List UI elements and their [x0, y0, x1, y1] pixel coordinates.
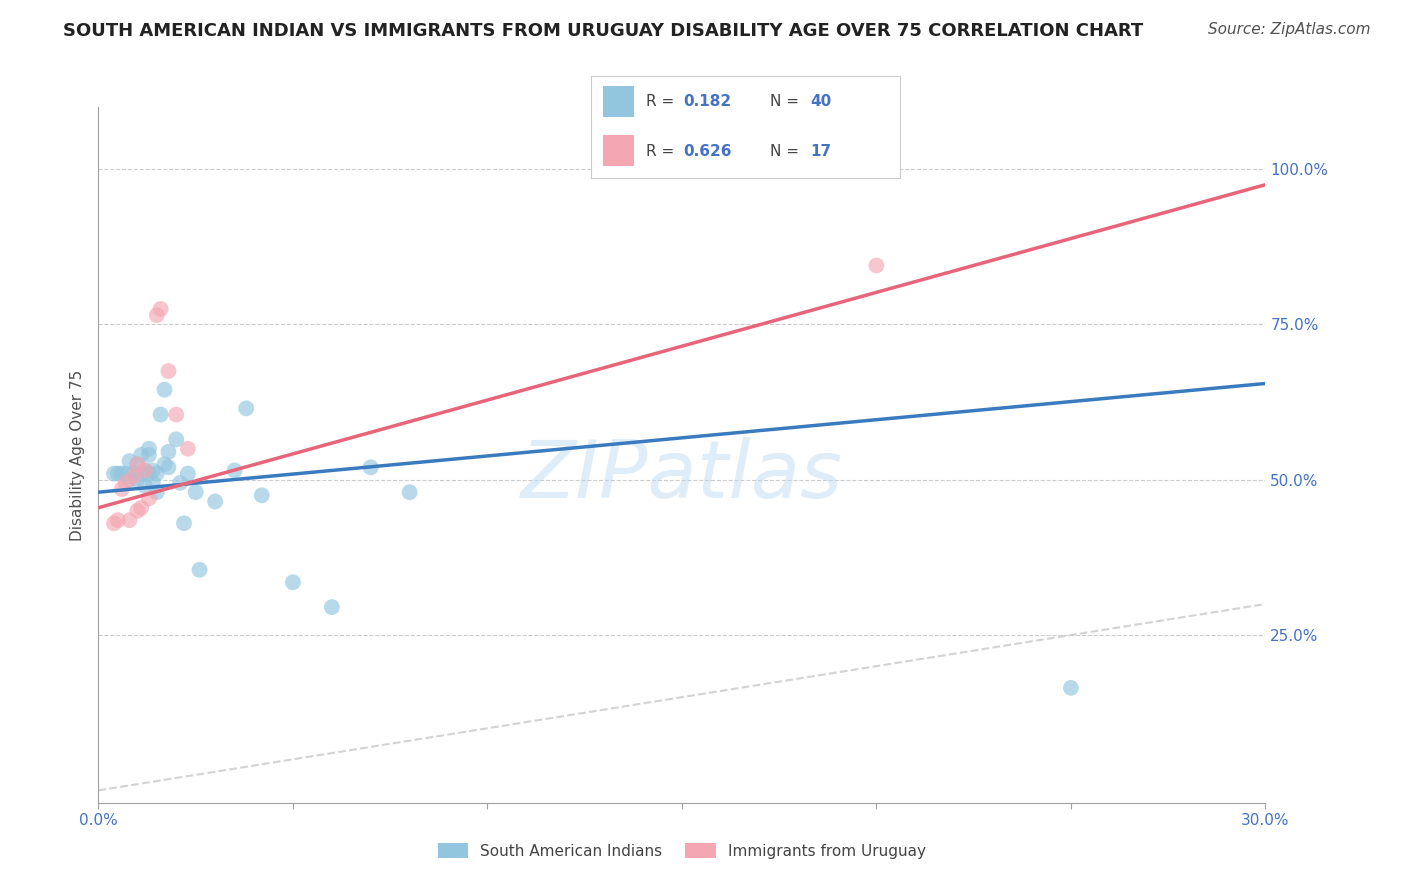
Point: [114, 467, 136, 481]
Point: [134, 479, 156, 493]
Point: [224, 463, 246, 477]
Legend: South American Indians, Immigrants from Uruguay: South American Indians, Immigrants from …: [432, 837, 932, 864]
Point: [235, 401, 257, 416]
Bar: [603, 136, 634, 166]
Text: 17: 17: [810, 144, 831, 159]
Point: [281, 575, 304, 590]
Text: Source: ZipAtlas.com: Source: ZipAtlas.com: [1208, 22, 1371, 37]
Point: [103, 467, 125, 481]
Point: [129, 448, 152, 462]
Point: [157, 364, 180, 378]
Point: [153, 457, 176, 471]
Point: [157, 460, 180, 475]
Point: [127, 457, 149, 471]
Point: [360, 460, 382, 475]
Point: [107, 467, 129, 481]
Point: [118, 454, 141, 468]
Text: R =: R =: [647, 144, 679, 159]
Point: [118, 513, 141, 527]
Point: [107, 513, 129, 527]
Text: ZIPatlas: ZIPatlas: [520, 437, 844, 515]
Text: R =: R =: [647, 95, 679, 110]
Text: 0.626: 0.626: [683, 144, 731, 159]
Point: [188, 563, 211, 577]
Point: [184, 485, 207, 500]
Point: [118, 473, 141, 487]
Text: 0.182: 0.182: [683, 95, 731, 110]
Point: [146, 485, 169, 500]
Y-axis label: Disability Age Over 75: Disability Age Over 75: [69, 369, 84, 541]
Point: [129, 467, 152, 481]
Text: SOUTH AMERICAN INDIAN VS IMMIGRANTS FROM URUGUAY DISABILITY AGE OVER 75 CORRELAT: SOUTH AMERICAN INDIAN VS IMMIGRANTS FROM…: [63, 22, 1143, 40]
Point: [122, 467, 145, 481]
Point: [138, 448, 160, 462]
Point: [122, 469, 145, 483]
Point: [146, 467, 169, 481]
Point: [127, 457, 149, 471]
Point: [127, 473, 149, 487]
Point: [165, 408, 187, 422]
Point: [138, 491, 160, 506]
Point: [146, 308, 169, 322]
Point: [134, 463, 156, 477]
Point: [173, 516, 195, 531]
Point: [865, 259, 887, 273]
Point: [142, 475, 165, 490]
Point: [153, 383, 176, 397]
Bar: [603, 87, 634, 117]
Point: [138, 467, 160, 481]
Point: [103, 516, 125, 531]
Point: [129, 500, 152, 515]
Text: N =: N =: [770, 144, 804, 159]
Point: [149, 301, 172, 316]
Point: [177, 467, 200, 481]
Point: [142, 463, 165, 477]
Point: [165, 433, 187, 447]
Point: [1060, 681, 1083, 695]
Point: [177, 442, 200, 456]
Point: [134, 463, 156, 477]
Point: [169, 475, 191, 490]
Point: [111, 482, 134, 496]
Point: [127, 504, 149, 518]
Point: [398, 485, 420, 500]
Point: [157, 445, 180, 459]
Point: [111, 467, 134, 481]
Text: 40: 40: [810, 95, 831, 110]
Point: [321, 600, 343, 615]
Point: [138, 442, 160, 456]
Point: [149, 408, 172, 422]
Text: N =: N =: [770, 95, 804, 110]
Point: [114, 475, 136, 490]
Point: [204, 494, 226, 508]
Point: [250, 488, 273, 502]
